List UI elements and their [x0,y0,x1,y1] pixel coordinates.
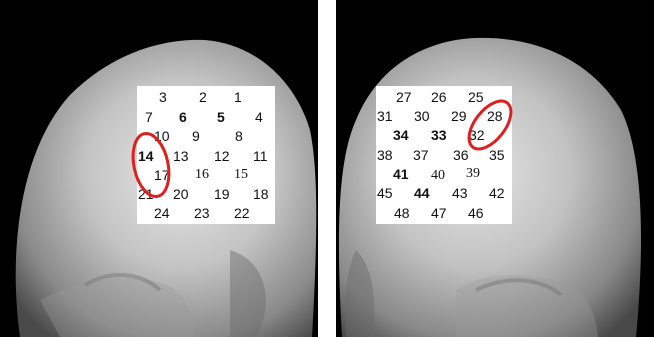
grid-number: 1 [234,89,242,105]
grid-number: 30 [414,108,430,124]
grid-number: 13 [173,148,189,164]
grid-number: 11 [253,148,268,164]
number-grid-card-right: 27 26 25 31 30 29 28 34 33 32 38 37 36 3… [376,86,512,224]
grid-number: 20 [173,186,189,202]
number-grid-card-left: 3 2 1 7 6 5 4 10 9 8 14 13 12 11 17 16 1… [137,86,275,224]
grid-number: 7 [145,109,153,125]
grid-number: 10 [154,128,170,144]
grid-number: 16 [195,167,209,182]
right-head-panel: 27 26 25 31 30 29 28 34 33 32 38 37 36 3… [336,0,654,337]
grid-number: 6 [179,109,187,125]
grid-number: 44 [414,185,430,201]
grid-number: 19 [214,186,230,202]
grid-number: 33 [431,127,447,143]
grid-number: 31 [377,108,393,124]
grid-number: 18 [253,186,269,202]
grid-number: 41 [393,166,409,182]
grid-number-highlighted: 17 [154,167,170,183]
grid-number: 9 [192,128,200,144]
grid-number-highlighted: 14 [138,148,154,164]
grid-number: 37 [413,147,429,163]
grid-number: 38 [377,147,393,163]
grid-number: 27 [396,89,412,105]
grid-number: 2 [199,89,207,105]
grid-number: 26 [431,89,447,105]
grid-number: 40 [431,168,445,183]
grid-number: 23 [194,205,210,221]
grid-number: 24 [154,205,170,221]
grid-number: 5 [217,109,225,125]
grid-number-highlighted: 32 [469,127,485,143]
grid-number: 8 [235,128,243,144]
grid-number-highlighted: 28 [487,108,503,124]
grid-number: 15 [234,167,248,182]
grid-number: 36 [453,147,469,163]
grid-number: 39 [466,166,480,181]
grid-number: 48 [394,205,410,221]
grid-number: 45 [377,185,393,201]
grid-number: 35 [489,147,505,163]
grid-number: 25 [468,89,484,105]
grid-number: 4 [255,109,263,125]
grid-number: 3 [159,89,167,105]
grid-number: 22 [234,205,250,221]
grid-number: 42 [489,185,505,201]
grid-number: 29 [451,108,467,124]
grid-number: 47 [431,205,447,221]
grid-number: 46 [468,205,484,221]
left-head-panel: 3 2 1 7 6 5 4 10 9 8 14 13 12 11 17 16 1… [0,0,318,337]
grid-number: 21 [138,186,154,202]
grid-number: 12 [214,148,230,164]
grid-number: 43 [452,185,468,201]
grid-number: 34 [393,127,409,143]
